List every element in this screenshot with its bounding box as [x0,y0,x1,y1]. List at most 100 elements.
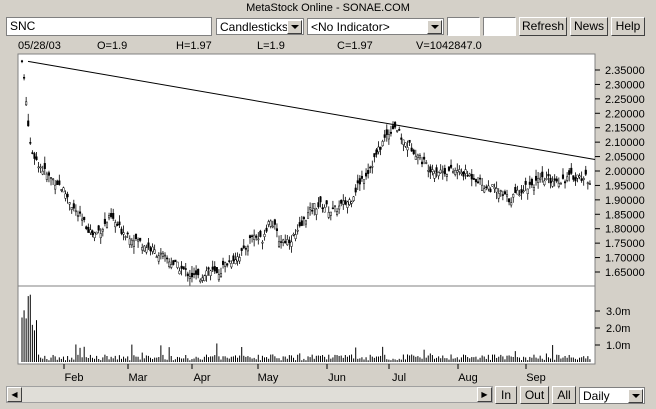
candle-body [389,131,392,134]
candle-body [172,260,175,265]
candle-body [325,200,328,205]
candle-body [232,255,235,262]
chart-style-value: Candlesticks [220,20,289,34]
candle-body [97,225,100,231]
news-button[interactable]: News [570,17,608,36]
price-tick-label: 1.70000 [605,253,645,265]
candle-body [503,191,506,195]
month-label: Feb [65,372,84,384]
zoom-in-button[interactable]: In [495,386,517,404]
candle-body [66,193,69,198]
candle-body [248,235,252,238]
candle-body [530,179,533,186]
candle-body [226,263,229,266]
price-tick-label: 1.85000 [605,209,645,221]
candle-body [356,180,359,184]
indicator-select[interactable]: <No Indicator> [307,18,444,35]
price-tick-label: 1.90000 [605,195,645,207]
scroll-left-arrow-icon[interactable]: ◀ [7,387,22,402]
candle-body [205,270,208,276]
scroll-right-arrow-icon[interactable]: ▶ [477,387,492,402]
period-select[interactable]: Daily [579,387,645,404]
candle-body [539,177,542,180]
candle-body [508,198,511,203]
candle-body [139,237,142,241]
indicator-value: <No Indicator> [311,20,390,34]
candle-body [452,171,455,174]
chevron-down-icon[interactable] [628,389,643,403]
candle-body [526,188,529,194]
chevron-down-icon[interactable] [287,20,302,34]
candle-body [348,199,351,205]
candle-body [120,228,123,234]
candle-body [251,235,254,237]
candle-body [195,270,198,275]
zoom-all-button[interactable]: All [552,386,576,404]
chart-style-select[interactable]: Candlesticks [216,18,304,35]
symbol-input[interactable]: SNC [6,17,212,36]
candle-body [514,186,517,193]
refresh-button[interactable]: Refresh [519,17,567,36]
candle-body [377,146,380,153]
candle-body [416,154,419,158]
candle-body [564,181,567,184]
candle-body [257,238,260,241]
candle-body [541,171,544,178]
candle-body [87,227,90,233]
candle-body [549,177,552,184]
candle-body [439,169,442,174]
candle-body [433,173,436,179]
candle-body [518,194,521,197]
candle-body [294,234,297,239]
help-button[interactable]: Help [611,17,645,36]
candle-body [327,212,330,218]
period-value: Daily [583,389,610,403]
candle-body [240,248,243,251]
candle-body [329,211,332,216]
candle-body [524,180,527,185]
candle-body [497,192,500,199]
chevron-down-icon[interactable] [427,20,442,34]
candle-body [222,260,225,265]
candle-body [259,230,262,237]
candle-body [58,180,61,185]
candle-body [91,230,94,235]
candle-body [489,188,492,193]
candle-body [228,260,231,262]
price-tick-label: 1.80000 [605,224,645,236]
candle-body [27,120,30,127]
candle-body [464,169,467,174]
candle-body [391,125,395,129]
candle-body [528,181,531,185]
candle-body [555,178,558,182]
candle-body [532,187,536,191]
candle-body [234,259,237,265]
candle-body [128,238,131,245]
zoom-out-button[interactable]: Out [520,386,549,404]
candle-body [313,203,316,210]
candle-body [447,166,451,171]
candle-body [431,169,434,172]
price-series [20,59,591,286]
candle-body [520,189,523,194]
param-field-2[interactable] [483,17,516,36]
candle-body [400,137,403,140]
candle-body [352,196,355,202]
candle-body [406,147,409,151]
param-field-1[interactable] [447,17,480,36]
candle-body [56,180,59,185]
candle-body [553,178,556,181]
candle-body [246,246,249,252]
candle-body [576,174,579,179]
candle-body [45,173,48,180]
candle-body [336,211,339,215]
price-tick-label: 2.30000 [605,79,645,91]
month-axis: Feb Mar Apr May Jun Jul Aug Sep [63,364,546,384]
horizontal-scrollbar[interactable]: ◀ ▶ [6,386,493,403]
candle-body [470,173,473,180]
candle-body [319,196,322,203]
candle-body [161,252,164,257]
candle-body [238,257,241,262]
candle-body [217,274,220,281]
